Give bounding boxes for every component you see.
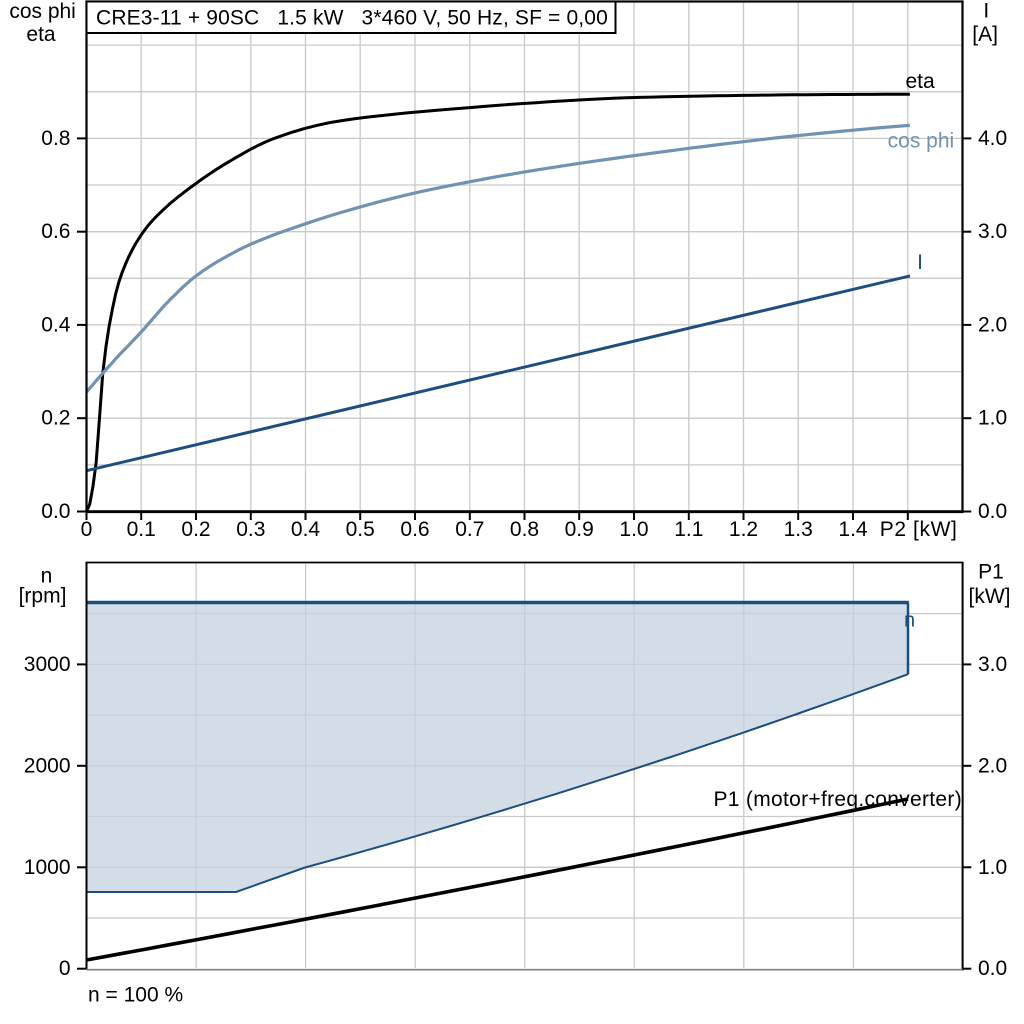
svg-text:1000: 1000 bbox=[24, 856, 71, 879]
svg-text:1.4: 1.4 bbox=[838, 518, 868, 541]
svg-text:0.3: 0.3 bbox=[236, 518, 265, 541]
svg-text:1.1: 1.1 bbox=[674, 518, 703, 541]
svg-text:P1 (motor+freq.converter): P1 (motor+freq.converter) bbox=[713, 788, 962, 811]
svg-text:I: I bbox=[917, 251, 923, 274]
svg-text:0: 0 bbox=[81, 518, 93, 541]
svg-text:3000: 3000 bbox=[24, 653, 71, 676]
svg-text:0.0: 0.0 bbox=[41, 500, 70, 523]
svg-text:3.0: 3.0 bbox=[978, 653, 1007, 676]
svg-text:n: n bbox=[904, 610, 915, 632]
svg-text:0.7: 0.7 bbox=[455, 518, 484, 541]
svg-text:1.3: 1.3 bbox=[784, 518, 813, 541]
svg-text:0.6: 0.6 bbox=[41, 220, 70, 243]
svg-text:0.9: 0.9 bbox=[565, 518, 594, 541]
svg-text:0.8: 0.8 bbox=[510, 518, 539, 541]
svg-text:0.4: 0.4 bbox=[291, 518, 321, 541]
svg-text:0.6: 0.6 bbox=[400, 518, 429, 541]
svg-text:eta: eta bbox=[26, 23, 56, 46]
svg-text:0.2: 0.2 bbox=[181, 518, 210, 541]
svg-text:I: I bbox=[983, 0, 989, 22]
svg-text:P1: P1 bbox=[978, 561, 1004, 584]
svg-text:0.1: 0.1 bbox=[127, 518, 156, 541]
svg-text:0.0: 0.0 bbox=[978, 500, 1007, 523]
svg-text:2.0: 2.0 bbox=[978, 313, 1007, 336]
svg-text:cos phi: cos phi bbox=[888, 130, 955, 153]
svg-text:1.2: 1.2 bbox=[729, 518, 758, 541]
svg-text:CRE3-11 + 90SC 1.5 kW 3*46: CRE3-11 + 90SC 1.5 kW 3*460 V, 50 Hz, SF… bbox=[96, 7, 608, 30]
svg-text:[A]: [A] bbox=[972, 23, 998, 46]
svg-text:n = 100 %: n = 100 % bbox=[88, 984, 183, 1007]
svg-text:2.0: 2.0 bbox=[978, 754, 1007, 777]
svg-text:2000: 2000 bbox=[24, 754, 71, 777]
svg-text:1.0: 1.0 bbox=[978, 407, 1007, 430]
svg-text:P2 [kW]: P2 [kW] bbox=[880, 518, 958, 541]
svg-text:n: n bbox=[41, 565, 53, 588]
svg-text:0.8: 0.8 bbox=[41, 127, 70, 150]
svg-text:0.5: 0.5 bbox=[346, 518, 375, 541]
svg-text:0: 0 bbox=[59, 957, 71, 980]
svg-text:cos phi: cos phi bbox=[9, 0, 76, 23]
svg-text:0.4: 0.4 bbox=[41, 313, 71, 336]
svg-text:3.0: 3.0 bbox=[978, 220, 1007, 243]
svg-text:0.0: 0.0 bbox=[978, 957, 1007, 980]
svg-text:4.0: 4.0 bbox=[978, 127, 1007, 150]
svg-text:[rpm]: [rpm] bbox=[19, 585, 67, 608]
svg-text:1.0: 1.0 bbox=[619, 518, 648, 541]
svg-text:eta: eta bbox=[905, 70, 935, 93]
svg-text:1.0: 1.0 bbox=[978, 856, 1007, 879]
svg-text:[kW]: [kW] bbox=[969, 585, 1011, 608]
svg-text:0.2: 0.2 bbox=[41, 407, 70, 430]
